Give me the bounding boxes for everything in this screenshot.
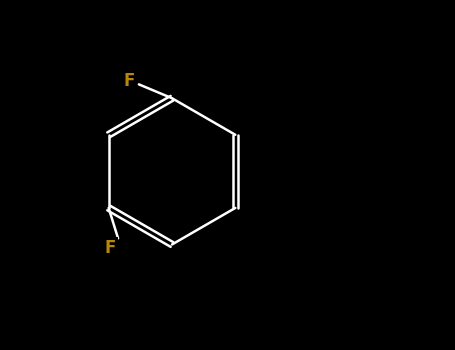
Text: F: F: [124, 71, 135, 90]
Text: F: F: [105, 239, 116, 257]
